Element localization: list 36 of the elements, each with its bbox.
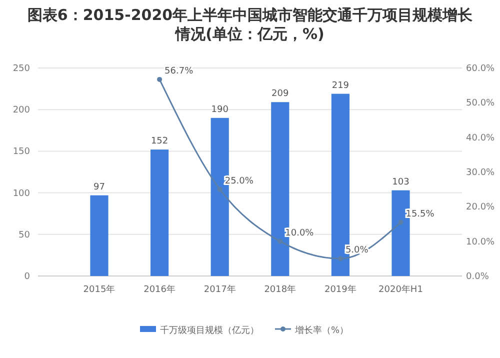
legend-label: 千万级项目规模（亿元） <box>160 325 259 336</box>
data-label: 219 <box>332 80 350 91</box>
y2-tick-label: 30.0% <box>466 168 496 178</box>
y2-tick-label: 40.0% <box>466 133 496 144</box>
y-tick-label: 50 <box>18 230 30 240</box>
data-label: 56.7% <box>164 66 194 76</box>
data-label: 190 <box>211 104 229 115</box>
data-label: 152 <box>150 136 168 147</box>
bar <box>150 150 169 276</box>
bar <box>90 195 108 276</box>
y-tick-label: 100 <box>12 188 30 199</box>
data-label: 97 <box>94 182 105 192</box>
point <box>217 186 222 192</box>
legend-label: 增长率（%） <box>294 325 349 336</box>
y2-tick-label: 60.0% <box>466 64 496 74</box>
y-tick-label: 150 <box>12 147 30 158</box>
x-tick-label: 2018年 <box>264 284 296 295</box>
point <box>278 238 283 244</box>
y-tick-label: 200 <box>12 106 30 116</box>
y2-tick-label: 20.0% <box>466 202 496 213</box>
x-tick-label: 2016年 <box>144 284 176 295</box>
y-tick-label: 250 <box>12 64 30 74</box>
y2-tick-label: 50.0% <box>466 98 496 109</box>
x-tick-label: 2020年H1 <box>378 284 423 295</box>
y2-tick-label: 10.0% <box>466 237 496 248</box>
y2-tick-label: 0.0% <box>466 272 490 282</box>
x-tick-label: 2015年 <box>83 284 116 295</box>
chart-title: 图表6：2015-2020年上半年中国城市智能交通千万项目规模增长情况(单位：亿元，%) <box>27 6 474 43</box>
point <box>157 76 162 82</box>
point <box>338 256 343 262</box>
x-tick-label: 2017年 <box>204 284 236 295</box>
y-tick-label: 0 <box>24 272 30 282</box>
data-label: 103 <box>392 177 410 188</box>
point <box>398 220 404 225</box>
data-label: 209 <box>272 89 290 100</box>
x-tick-label: 2019年 <box>324 284 356 295</box>
